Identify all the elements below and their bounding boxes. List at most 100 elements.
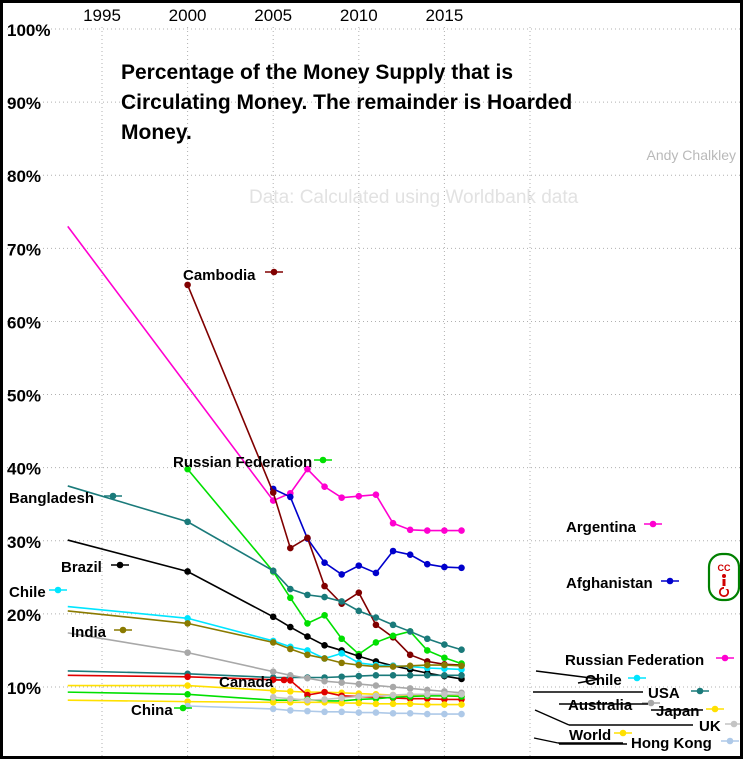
label-cambodia[interactable]: Cambodia [183,267,283,284]
data-point [355,709,363,716]
series-label-text: Brazil [61,559,102,576]
data-point [355,680,363,688]
data-point [458,646,465,654]
line-chart: Percentage of the Money Supply that is Ci… [3,3,743,756]
series-world [67,698,465,708]
chart-title-line: Money. [121,121,192,144]
data-point [423,661,431,669]
data-point [321,696,328,703]
label-russian-federation[interactable]: Russian Federation [173,454,332,471]
data-point [406,651,414,659]
label-afghanistan[interactable]: Afghanistan [566,575,679,592]
data-point [423,691,431,698]
data-point [184,673,191,681]
data-point [287,585,294,593]
data-point [355,607,363,615]
label-brazil[interactable]: Brazil [61,559,129,576]
data-point [389,663,397,670]
data-point [389,632,397,640]
y-tick-label: 100% [7,21,50,40]
data-point [269,639,277,646]
data-point [304,591,311,599]
label-uk[interactable]: UK [699,718,743,735]
series-label-text: Chile [9,584,46,601]
series-label-text: Chile [585,672,622,689]
data-point [355,652,363,660]
data-point [355,699,363,707]
label-usa[interactable]: USA [648,685,709,702]
data-point [372,682,380,689]
data-point [287,688,294,695]
series-label-text: China [131,702,173,719]
data-point [184,281,191,289]
data-point [287,707,294,714]
label-marker-dot [109,492,117,500]
data-point [458,564,465,572]
label-marker-dot [649,520,657,528]
data-point [389,691,397,699]
data-point [287,672,294,679]
label-hong-kong[interactable]: Hong Kong [631,735,739,752]
data-point [338,694,345,702]
data-point [184,682,191,689]
data-point [406,691,414,698]
data-point [458,662,465,670]
data-point [269,705,277,713]
data-point [372,709,380,716]
label-world[interactable]: World [569,727,632,744]
data-point [406,551,414,558]
share-alike-gap [724,587,728,589]
data-point [441,563,448,571]
label-marker-dot [696,687,704,695]
data-point [269,693,277,701]
data-point [355,672,363,680]
data-point [287,695,294,702]
label-russian-federation-2[interactable]: Russian Federation [565,652,734,669]
y-tick-label: 60% [7,313,41,332]
data-point [441,691,448,698]
chart-background [3,3,740,756]
y-tick-label: 30% [7,533,41,552]
label-australia[interactable]: Australia [568,697,660,714]
data-point [441,641,448,648]
series-label-text: World [569,727,611,744]
credit-text: Andy Chalkley [647,147,737,163]
data-point [423,710,431,718]
data-point [355,661,363,669]
label-china[interactable]: China [131,702,192,719]
data-point [389,700,397,708]
label-chile-2[interactable]: Chile [585,672,646,689]
leader-line [533,737,559,744]
label-marker-dot [711,705,719,713]
data-point [441,701,448,708]
data-point [287,623,294,631]
cc-by-sa-badge[interactable]: CC [707,552,740,602]
data-point [423,672,431,679]
data-point [338,650,345,657]
label-japan[interactable]: Japan [656,703,724,720]
data-point [372,663,380,670]
data-point [372,672,380,679]
label-argentina[interactable]: Argentina [566,519,662,536]
label-canada[interactable]: Canada [219,674,293,691]
label-bangladesh[interactable]: Bangladesh [9,490,122,507]
data-point [321,483,328,490]
data-point [355,562,363,569]
label-marker-dot [721,654,729,662]
data-point [389,672,397,679]
x-tick-label: 2010 [340,6,378,25]
data-point [269,687,277,694]
data-point [372,692,380,700]
label-chile[interactable]: Chile [9,584,67,601]
data-point [287,493,294,501]
data-point [321,708,328,716]
label-india[interactable]: India [71,624,132,641]
data-point [338,699,345,707]
data-point [304,465,311,473]
label-marker-dot [119,626,127,634]
data-point [406,700,414,708]
data-point [269,567,277,575]
series-label-text: India [71,624,107,641]
data-point [355,492,363,500]
